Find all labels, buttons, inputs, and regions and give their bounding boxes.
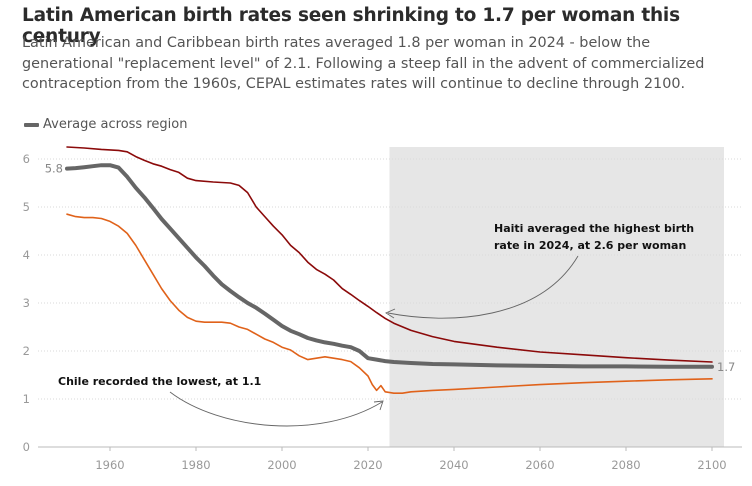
x-tick-label: 2100 <box>697 458 726 472</box>
x-axis: 1960 1980 2000 2020 2040 2060 2080 2100 <box>95 447 727 472</box>
x-tick-label: 1980 <box>181 458 210 472</box>
legend: Average across region <box>24 117 187 132</box>
chart-title: Latin American birth rates seen shrinkin… <box>22 5 680 47</box>
average-end-label: 1.7 <box>717 360 735 374</box>
y-axis: 0 1 2 3 4 5 6 <box>23 152 30 454</box>
chile-annotation: Chile recorded the lowest, at 1.1 <box>58 375 261 388</box>
haiti-annotation-line-2: rate in 2024, at 2.6 per woman <box>494 239 686 252</box>
haiti-annotation-line-1: Haiti averaged the highest birth <box>494 222 694 235</box>
legend-swatch <box>24 122 39 127</box>
average-start-label: 5.8 <box>45 162 63 176</box>
y-tick-label: 0 <box>23 440 30 454</box>
projection-shade <box>389 147 724 447</box>
x-tick-label: 2080 <box>611 458 640 472</box>
y-tick-label: 6 <box>23 152 30 166</box>
chile-arrowhead <box>373 400 384 411</box>
legend-label: Average across region <box>43 117 188 132</box>
y-tick-label: 3 <box>23 296 30 310</box>
x-tick-label: 1960 <box>95 458 124 472</box>
highest-series-line <box>66 146 713 363</box>
haiti-annotation: Haiti averaged the highest birth rate in… <box>494 222 698 252</box>
haiti-arrowhead <box>385 308 396 319</box>
y-tick-label: 4 <box>23 248 30 262</box>
series-labels: 5.8 1.7 <box>45 162 736 374</box>
series-lines <box>65 146 714 394</box>
y-tick-label: 2 <box>23 344 30 358</box>
gridlines <box>38 158 742 448</box>
haiti-arrow <box>387 255 579 319</box>
x-tick-label: 2060 <box>525 458 554 472</box>
average-series-line <box>65 163 714 369</box>
x-tick-label: 2020 <box>353 458 382 472</box>
y-tick-label: 5 <box>23 200 30 214</box>
chart-subtitle: Latin American and Caribbean birth rates… <box>22 35 705 92</box>
chile-arrow <box>169 391 383 427</box>
annotations: Haiti averaged the highest birth rate in… <box>58 222 698 427</box>
x-tick-label: 2000 <box>267 458 296 472</box>
x-tick-label: 2040 <box>439 458 468 472</box>
y-tick-label: 1 <box>23 392 30 406</box>
lowest-series-line <box>66 213 713 394</box>
